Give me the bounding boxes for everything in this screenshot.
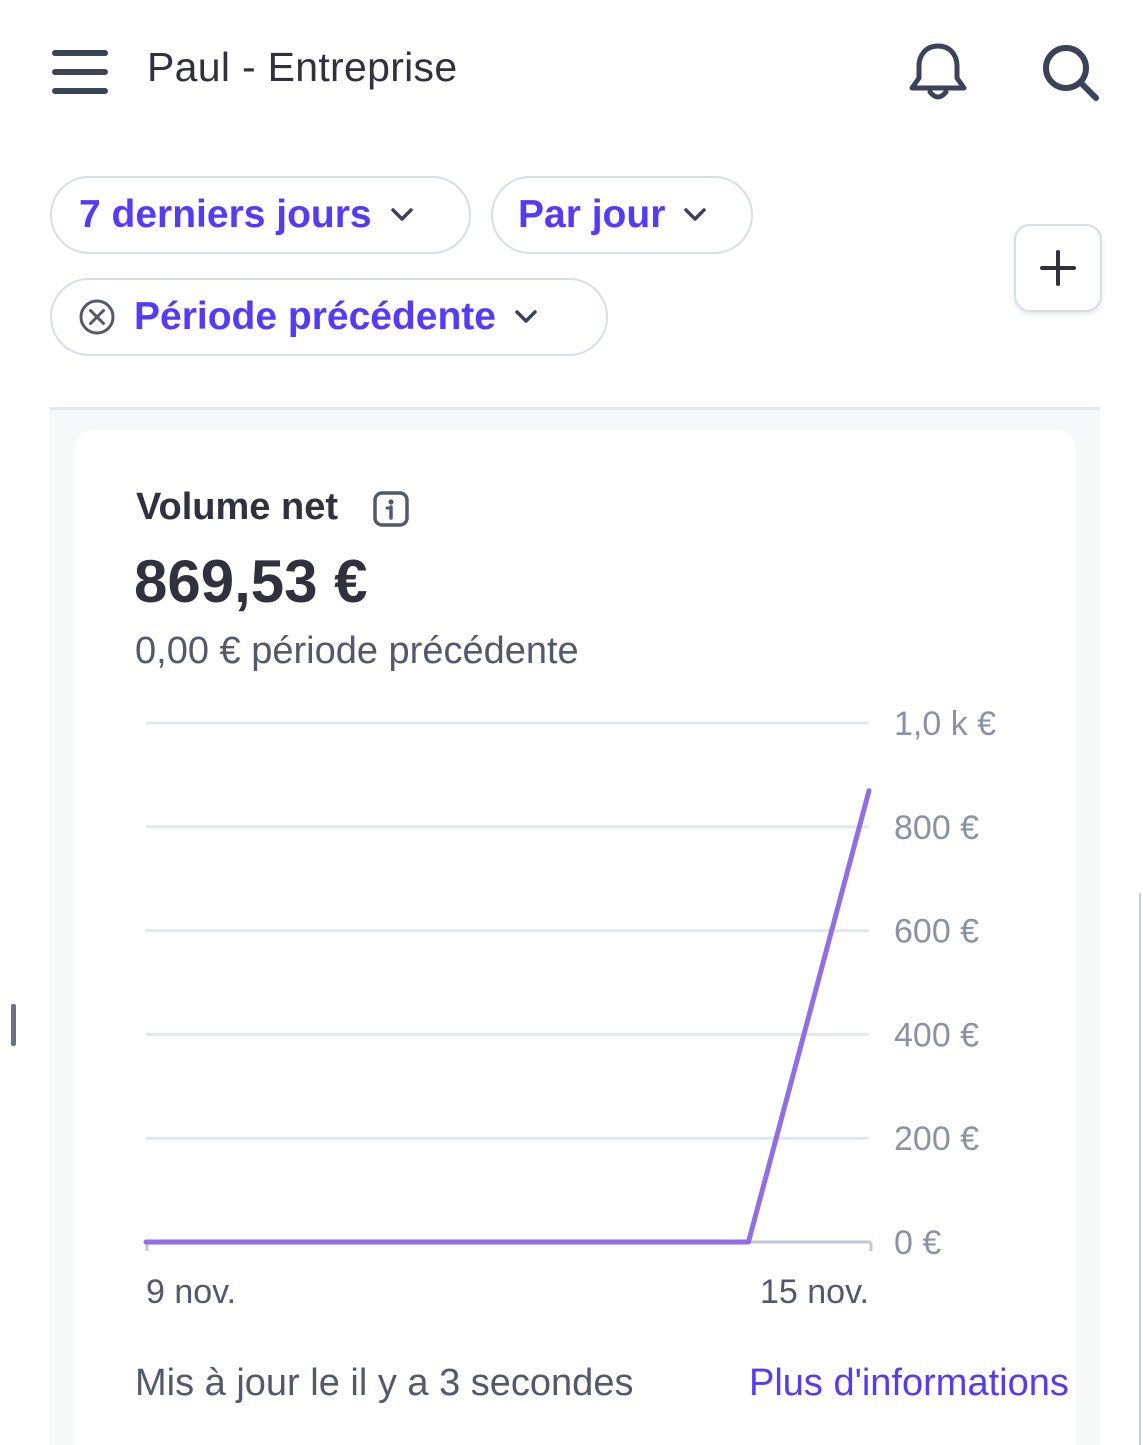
more-info-link[interactable]: Plus d'informations (749, 1362, 1069, 1404)
bell-icon (909, 43, 967, 100)
circle-x-icon[interactable] (78, 298, 116, 336)
notifications-button[interactable] (904, 40, 972, 104)
metric-title: Volume net (136, 486, 338, 528)
info-icon[interactable] (373, 491, 409, 527)
search-icon (1043, 45, 1099, 101)
scrollbar[interactable] (1139, 893, 1141, 1445)
last-updated-text: Mis à jour le il y a 3 secondes (135, 1362, 634, 1404)
interval-filter[interactable]: Par jour (491, 176, 753, 254)
chart-y-tick-label: 0 € (894, 1224, 941, 1262)
chart-y-tick-label: 1,0 k € (894, 705, 996, 743)
chart-x-tick-labels: 9 nov. 15 nov. (146, 1273, 869, 1311)
hamburger-icon (52, 50, 108, 56)
metric-card (74, 430, 1076, 1445)
interval-label: Par jour (518, 193, 666, 236)
metric-value: 869,53 € (134, 548, 368, 615)
chart-series (143, 788, 872, 1245)
comparison-filter[interactable]: Période précédente (50, 278, 608, 356)
chart-gridlines (146, 721, 869, 1140)
chart-y-tick-label: 800 € (894, 809, 979, 847)
top-bar: Paul - Entreprise (0, 0, 1143, 140)
account-name[interactable]: Paul - Entreprise (147, 44, 458, 90)
date-range-label: 7 derniers jours (79, 193, 372, 236)
chevron-down-icon (390, 208, 413, 221)
metric-comparison: 0,00 € période précédente (135, 630, 579, 672)
chart-x-tick-label: 9 nov. (146, 1273, 236, 1311)
chart-y-tick-label: 600 € (894, 913, 979, 951)
chart-y-axis: 0 € 200 € 400 € 600 € 800 € 1,0 k € (894, 705, 996, 1262)
date-range-filter[interactable]: 7 derniers jours (50, 176, 471, 254)
hamburger-icon-line (52, 88, 108, 94)
add-widget-button[interactable] (1014, 224, 1102, 312)
hamburger-icon-line (52, 69, 108, 75)
chart-y-tick-label: 400 € (894, 1016, 979, 1054)
comparison-label: Période précédente (134, 295, 496, 338)
search-button[interactable] (1036, 40, 1104, 104)
menu-button[interactable] (50, 50, 110, 96)
left-edge-handle (11, 1004, 16, 1046)
chart-series-line-primary (143, 788, 872, 1245)
chart-x-tick-label: 15 nov. (760, 1273, 869, 1311)
plus-icon (1040, 250, 1076, 286)
chevron-down-icon (515, 310, 537, 323)
chevron-down-icon (684, 208, 707, 221)
chart-y-tick-label: 200 € (894, 1120, 979, 1158)
